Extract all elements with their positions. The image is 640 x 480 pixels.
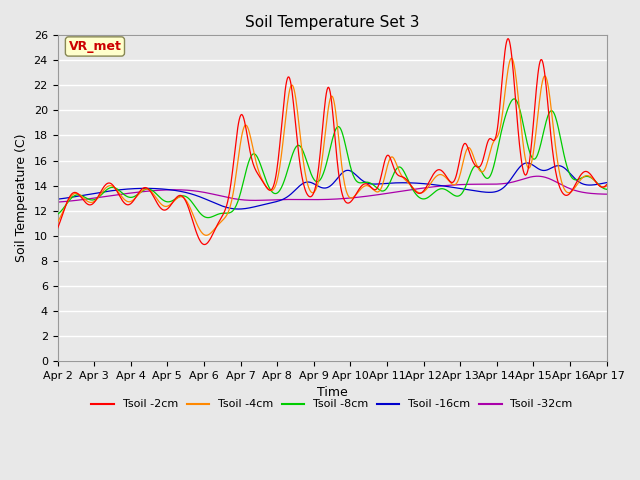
Text: VR_met: VR_met	[68, 40, 122, 53]
X-axis label: Time: Time	[317, 386, 348, 399]
Legend: Tsoil -2cm, Tsoil -4cm, Tsoil -8cm, Tsoil -16cm, Tsoil -32cm: Tsoil -2cm, Tsoil -4cm, Tsoil -8cm, Tsoi…	[87, 395, 577, 414]
Title: Soil Temperature Set 3: Soil Temperature Set 3	[244, 15, 419, 30]
Y-axis label: Soil Temperature (C): Soil Temperature (C)	[15, 134, 28, 263]
